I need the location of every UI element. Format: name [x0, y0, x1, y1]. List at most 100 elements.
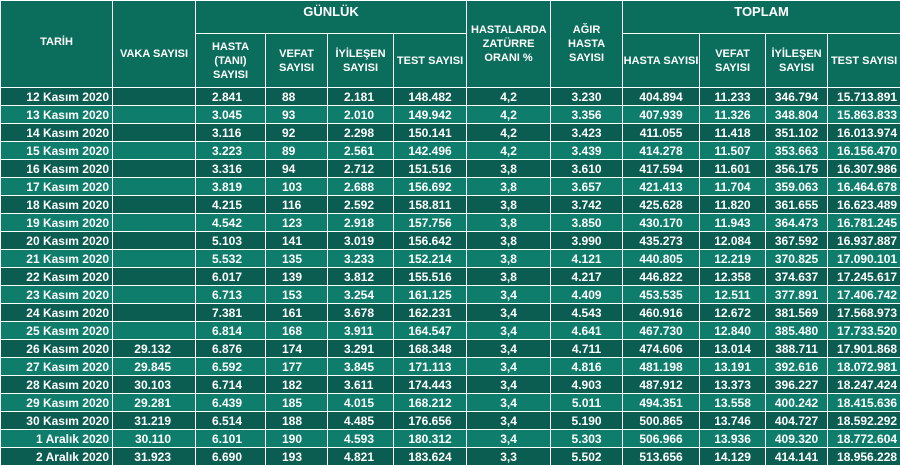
cell-daily-deaths: 88	[266, 88, 328, 106]
cell-total-recovered: 414.141	[766, 448, 828, 466]
cell-total-recovered: 377.891	[766, 286, 828, 304]
cell-critical-patients: 4.641	[551, 322, 623, 340]
cell-total-tests: 16.623.489	[828, 196, 900, 214]
cell-total-deaths: 13.191	[700, 358, 766, 376]
cell-total-patients: 440.805	[623, 250, 700, 268]
cell-total-tests: 16.013.974	[828, 124, 900, 142]
header-daily-recovered: İYİLEŞEN SAYISI	[328, 34, 394, 88]
cell-pneumonia-rate: 3,4	[467, 394, 551, 412]
cell-daily-recovered: 4.821	[328, 448, 394, 466]
cell-daily-tests: 162.231	[394, 304, 467, 322]
cell-total-deaths: 12.840	[700, 322, 766, 340]
cell-date: 25 Kasım 2020	[1, 322, 113, 340]
cell-total-deaths: 11.326	[700, 106, 766, 124]
cell-pneumonia-rate: 3,4	[467, 322, 551, 340]
cell-total-tests: 17.245.617	[828, 268, 900, 286]
cell-total-deaths: 13.558	[700, 394, 766, 412]
cell-daily-patients: 6.592	[196, 358, 266, 376]
cell-daily-tests: 171.113	[394, 358, 467, 376]
cell-daily-recovered: 2.298	[328, 124, 394, 142]
cell-total-patients: 414.278	[623, 142, 700, 160]
cell-total-patients: 404.894	[623, 88, 700, 106]
cell-total-deaths: 14.129	[700, 448, 766, 466]
cell-daily-tests: 150.141	[394, 124, 467, 142]
cell-daily-deaths: 94	[266, 160, 328, 178]
cell-total-recovered: 392.616	[766, 358, 828, 376]
cell-pneumonia-rate: 3,4	[467, 304, 551, 322]
cell-date: 22 Kasım 2020	[1, 268, 113, 286]
cell-cases: 31.923	[113, 448, 196, 466]
cell-total-patients: 481.198	[623, 358, 700, 376]
cell-total-deaths: 12.358	[700, 268, 766, 286]
header-total-deaths: VEFAT SAYISI	[700, 34, 766, 88]
cell-total-patients: 435.273	[623, 232, 700, 250]
cell-pneumonia-rate: 3,8	[467, 160, 551, 178]
cell-daily-tests: 149.942	[394, 106, 467, 124]
header-total-recovered: İYİLEŞEN SAYISI	[766, 34, 828, 88]
cell-daily-tests: 142.496	[394, 142, 467, 160]
cell-date: 14 Kasım 2020	[1, 124, 113, 142]
cell-total-patients: 500.865	[623, 412, 700, 430]
cell-pneumonia-rate: 3,8	[467, 178, 551, 196]
cell-critical-patients: 4.121	[551, 250, 623, 268]
cell-critical-patients: 4.543	[551, 304, 623, 322]
cell-critical-patients: 4.711	[551, 340, 623, 358]
cell-date: 29 Kasım 2020	[1, 394, 113, 412]
cell-pneumonia-rate: 3,8	[467, 214, 551, 232]
cell-pneumonia-rate: 4,2	[467, 106, 551, 124]
cell-date: 23 Kasım 2020	[1, 286, 113, 304]
cell-total-tests: 17.901.868	[828, 340, 900, 358]
cell-daily-tests: 157.756	[394, 214, 467, 232]
cell-total-deaths: 12.511	[700, 286, 766, 304]
cell-pneumonia-rate: 4,2	[467, 124, 551, 142]
cell-total-deaths: 13.746	[700, 412, 766, 430]
header-critical: AĞIR HASTA SAYISI	[551, 1, 623, 88]
cell-total-patients: 487.912	[623, 376, 700, 394]
cell-date: 2 Aralık 2020	[1, 448, 113, 466]
cell-total-recovered: 361.655	[766, 196, 828, 214]
cell-daily-patients: 6.101	[196, 430, 266, 448]
cell-daily-tests: 164.547	[394, 322, 467, 340]
cell-date: 13 Kasım 2020	[1, 106, 113, 124]
cell-total-patients: 460.916	[623, 304, 700, 322]
cell-daily-tests: 180.312	[394, 430, 467, 448]
cell-total-tests: 18.772.604	[828, 430, 900, 448]
cell-daily-deaths: 116	[266, 196, 328, 214]
cell-total-deaths: 11.601	[700, 160, 766, 178]
cell-daily-tests: 155.516	[394, 268, 467, 286]
cell-total-tests: 15.863.833	[828, 106, 900, 124]
cell-daily-deaths: 193	[266, 448, 328, 466]
cell-daily-deaths: 168	[266, 322, 328, 340]
cell-total-deaths: 11.418	[700, 124, 766, 142]
cell-cases: 30.103	[113, 376, 196, 394]
cell-total-patients: 430.170	[623, 214, 700, 232]
cell-critical-patients: 5.303	[551, 430, 623, 448]
cell-total-patients: 421.413	[623, 178, 700, 196]
cell-daily-tests: 168.212	[394, 394, 467, 412]
cell-total-deaths: 12.084	[700, 232, 766, 250]
cell-critical-patients: 5.011	[551, 394, 623, 412]
cell-daily-deaths: 182	[266, 376, 328, 394]
cell-pneumonia-rate: 3,3	[467, 448, 551, 466]
header-daily-patients: HASTA (TANI) SAYISI	[196, 34, 266, 88]
cell-total-tests: 18.415.636	[828, 394, 900, 412]
cell-daily-patients: 3.223	[196, 142, 266, 160]
cell-daily-recovered: 3.812	[328, 268, 394, 286]
cell-daily-recovered: 3.019	[328, 232, 394, 250]
cell-daily-deaths: 92	[266, 124, 328, 142]
cell-critical-patients: 3.990	[551, 232, 623, 250]
cell-daily-patients: 3.045	[196, 106, 266, 124]
cell-pneumonia-rate: 3,4	[467, 340, 551, 358]
cell-daily-patients: 6.814	[196, 322, 266, 340]
cell-total-patients: 467.730	[623, 322, 700, 340]
cell-daily-deaths: 139	[266, 268, 328, 286]
cell-cases	[113, 214, 196, 232]
cell-cases	[113, 304, 196, 322]
